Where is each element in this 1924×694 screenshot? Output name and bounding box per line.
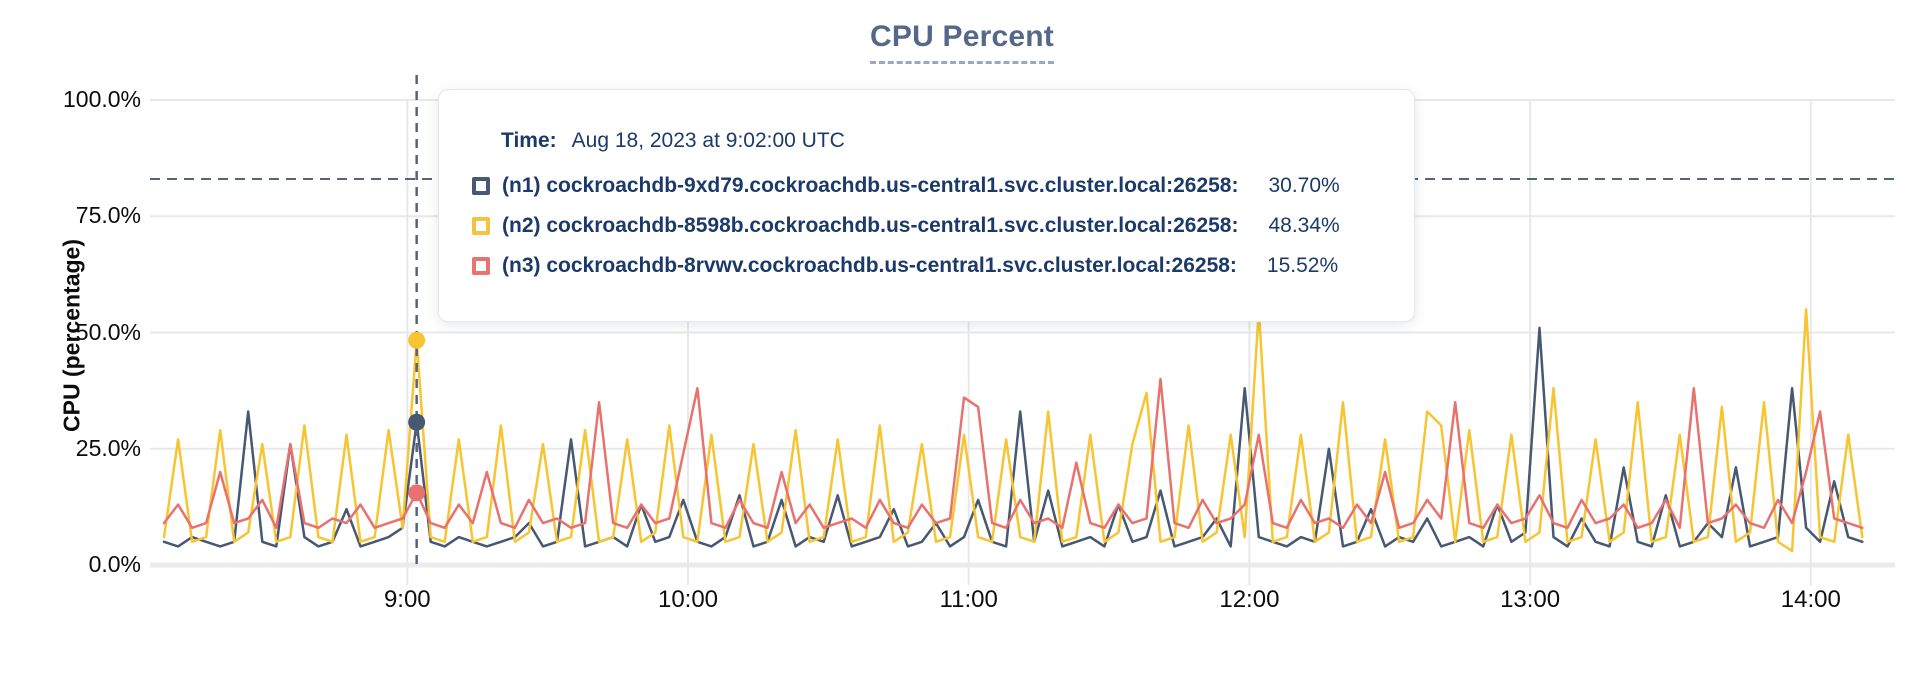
y-tick-label: 100.0% [62,86,141,112]
tooltip-time-value: Aug 18, 2023 at 9:02:00 UTC [571,129,845,152]
hover-dot-n3 [408,484,426,502]
hover-dot-n1 [408,413,426,431]
tooltip-series-rows: (n1) cockroachdb-9xd79.cockroachdb.us-ce… [472,174,1414,278]
y-tick-label: 0.0% [88,551,141,577]
y-tick-label: 75.0% [75,202,141,229]
tooltip-series-row: (n1) cockroachdb-9xd79.cockroachdb.us-ce… [472,174,1414,198]
hover-dot-n2 [408,331,426,349]
x-tick-label: 13:00 [1500,586,1561,613]
x-tick-label: 9:00 [383,586,431,613]
series-label: (n3) cockroachdb-8rvwv.cockroachdb.us-ce… [502,254,1237,277]
y-tick-label: 25.0% [75,434,141,461]
x-tick-label: 10:00 [657,586,719,613]
series-marker-icon [472,257,490,275]
chart-title-wrap: CPU Percent [0,20,1924,64]
series-marker-icon [472,217,490,235]
tooltip-series-row: (n2) cockroachdb-8598b.cockroachdb.us-ce… [472,214,1414,238]
tooltip-time-row: Time: Aug 18, 2023 at 9:02:00 UTC [501,129,1414,153]
series-marker-icon [472,177,490,195]
series-line-n1 [162,326,1864,548]
x-tick-label: 14:00 [1780,586,1841,613]
series-value: 30.70% [1268,174,1340,197]
tooltip-series-row: (n3) cockroachdb-8rvwv.cockroachdb.us-ce… [472,254,1414,278]
y-tick-label: 50.0% [75,318,141,345]
series-label: (n1) cockroachdb-9xd79.cockroachdb.us-ce… [502,174,1239,197]
x-tick-label: 11:00 [939,586,998,613]
series-label: (n2) cockroachdb-8598b.cockroachdb.us-ce… [502,214,1239,237]
chart-title[interactable]: CPU Percent [870,20,1054,64]
hover-tooltip: Time: Aug 18, 2023 at 9:02:00 UTC (n1) co… [438,89,1415,322]
tooltip-time-label: Time: [501,129,557,152]
series-line-n3 [162,377,1864,530]
series-value: 48.34% [1268,214,1340,237]
x-tick-label: 12:00 [1219,586,1280,613]
series-value: 15.52% [1266,254,1339,277]
